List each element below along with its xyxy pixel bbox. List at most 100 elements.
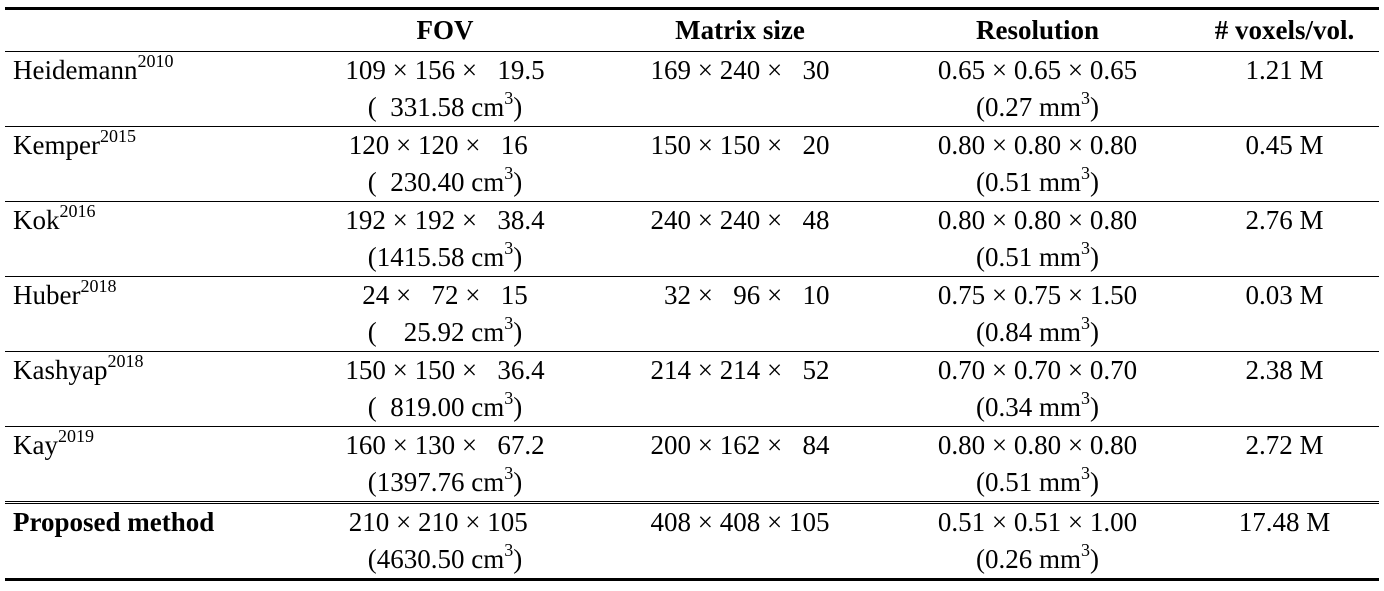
voxels-cell: 2.76 M [1245,205,1324,235]
method-cell: Proposed method [5,503,295,580]
resolution-dims: 0.80 × 0.80 × 0.80 [937,130,1138,160]
method-year: 2010 [137,51,174,71]
method-name: Heidemann [13,55,138,85]
matrix-cell: 240 × 240 × 48 [595,202,885,277]
fov-volume: (1415.58 cm3) [367,238,523,272]
fov-dims: 109 × 156 × 19.5 [345,55,545,85]
resolution-dims: 0.80 × 0.80 × 0.80 [937,205,1138,235]
matrix-dims: 32 × 96 × 10 [650,280,830,310]
resolution-volume: (0.51 mm3) [976,163,1099,197]
table-body: Heidemann2010 109 × 156 × 19.5( 331.58 c… [5,52,1379,580]
resolution-cell: 0.80 × 0.80 × 0.80 (0.51 mm3) [885,127,1190,202]
fov-cell: 160 × 130 × 67.2 (1397.76 cm3) [295,427,595,503]
resolution-volume: (0.51 mm3) [976,238,1099,272]
method-cell: Kok2016 [5,202,295,277]
fov-cell: 109 × 156 × 19.5( 331.58 cm3) [295,52,595,127]
method-name: Kemper [13,130,100,160]
voxels-cell: 17.48 M [1238,507,1331,537]
fov-cell: 24 × 72 × 15 ( 25.92 cm3) [295,277,595,352]
voxels-cell: 1.21 M [1245,55,1324,85]
resolution-cell: 0.80 × 0.80 × 0.80 (0.51 mm3) [885,202,1190,277]
resolution-cell: 0.75 × 0.75 × 1.50 (0.84 mm3) [885,277,1190,352]
fov-cell: 192 × 192 × 38.4 (1415.58 cm3) [295,202,595,277]
fov-cell: 120 × 120 × 16 ( 230.40 cm3) [295,127,595,202]
method-cell: Kashyap2018 [5,352,295,427]
method-cell: Kemper2015 [5,127,295,202]
resolution-cell: 0.80 × 0.80 × 0.80 (0.51 mm3) [885,427,1190,503]
fov-dims: 120 × 120 × 16 [348,130,542,160]
fov-volume: ( 25.92 cm3) [367,313,523,347]
table-row: Kashyap2018 150 × 150 × 36.4( 819.00 cm3… [5,352,1379,427]
resolution-dims: 0.80 × 0.80 × 0.80 [937,430,1138,460]
method-year: 2016 [59,201,96,221]
resolution-cell: 0.65 × 0.65 × 0.65 (0.27 mm3) [885,52,1190,127]
method-year: 2019 [57,426,94,446]
fov-volume: ( 331.58 cm3) [367,88,523,122]
matrix-cell: 150 × 150 × 20 [595,127,885,202]
fov-dims: 210 × 210 × 105 [348,507,542,537]
resolution-dims: 0.70 × 0.70 × 0.70 [937,355,1138,385]
matrix-dims: 169 × 240 × 30 [650,55,830,85]
matrix-cell: 200 × 162 × 84 [595,427,885,503]
fov-dims: 160 × 130 × 67.2 [345,430,545,460]
voxels-cell: 2.72 M [1245,430,1324,460]
method-cell: Kay2019 [5,427,295,503]
method-name: Kashyap [13,355,108,385]
resolution-dims: 0.65 × 0.65 × 0.65 [937,55,1138,85]
header-row: FOV Matrix size Resolution # voxels/vol. [5,7,1379,52]
resolution-volume: (0.34 mm3) [976,388,1099,422]
matrix-cell: 214 × 214 × 52 [595,352,885,427]
method-name: Kok [13,205,60,235]
resolution-volume: (0.27 mm3) [976,88,1099,122]
matrix-dims: 408 × 408 × 105 [650,507,830,537]
header-resolution: Resolution [885,7,1190,52]
table-row: Heidemann2010 109 × 156 × 19.5( 331.58 c… [5,52,1379,127]
matrix-cell: 32 × 96 × 10 [595,277,885,352]
matrix-dims: 214 × 214 × 52 [650,355,830,385]
resolution-dims: 0.75 × 0.75 × 1.50 [937,280,1138,310]
fov-dims: 150 × 150 × 36.4 [345,355,545,385]
comparison-table-container: FOV Matrix size Resolution # voxels/vol.… [5,7,1379,581]
fov-dims: 192 × 192 × 38.4 [345,205,545,235]
method-name: Proposed method [13,507,215,537]
resolution-volume: (0.26 mm3) [976,540,1099,574]
resolution-cell: 0.70 × 0.70 × 0.70 (0.34 mm3) [885,352,1190,427]
voxels-cell: 0.03 M [1245,280,1324,310]
method-year: 2015 [99,126,136,146]
header-voxels: # voxels/vol. [1190,7,1379,52]
fov-volume: ( 230.40 cm3) [367,163,523,197]
resolution-volume: (0.84 mm3) [976,313,1099,347]
comparison-table: FOV Matrix size Resolution # voxels/vol.… [5,7,1379,581]
table-header: FOV Matrix size Resolution # voxels/vol. [5,7,1379,52]
header-fov: FOV [295,7,595,52]
fov-cell: 150 × 150 × 36.4( 819.00 cm3) [295,352,595,427]
table-row: Kay2019 160 × 130 × 67.2 (1397.76 cm3) 20… [5,427,1379,503]
header-matrix-size: Matrix size [595,7,885,52]
method-name: Huber [13,280,81,310]
fov-cell: 210 × 210 × 105 (4630.50 cm3) [295,503,595,580]
matrix-dims: 240 × 240 × 48 [650,205,830,235]
fov-volume: (1397.76 cm3) [367,463,523,497]
resolution-cell: 0.51 × 0.51 × 1.00 (0.26 mm3) [885,503,1190,580]
table-row: Huber2018 24 × 72 × 15 ( 25.92 cm3) 32 ×… [5,277,1379,352]
resolution-dims: 0.51 × 0.51 × 1.00 [937,507,1138,537]
fov-volume: ( 819.00 cm3) [367,388,523,422]
fov-dims: 24 × 72 × 15 [348,280,542,310]
method-cell: Heidemann2010 [5,52,295,127]
resolution-volume: (0.51 mm3) [976,463,1099,497]
table-row: Kemper2015 120 × 120 × 16 ( 230.40 cm3) … [5,127,1379,202]
table-row: Kok2016 192 × 192 × 38.4 (1415.58 cm3) 24… [5,202,1379,277]
voxels-cell: 2.38 M [1245,355,1324,385]
method-cell: Huber2018 [5,277,295,352]
matrix-cell: 169 × 240 × 30 [595,52,885,127]
header-method [5,7,295,52]
method-name: Kay [13,430,58,460]
method-year: 2018 [80,276,117,296]
matrix-dims: 150 × 150 × 20 [650,130,830,160]
method-year: 2018 [107,351,144,371]
voxels-cell: 0.45 M [1245,130,1324,160]
fov-volume: (4630.50 cm3) [367,540,523,574]
table-row-proposed: Proposed method 210 × 210 × 105 (4630.50… [5,503,1379,580]
matrix-dims: 200 × 162 × 84 [650,430,830,460]
matrix-cell: 408 × 408 × 105 [595,503,885,580]
